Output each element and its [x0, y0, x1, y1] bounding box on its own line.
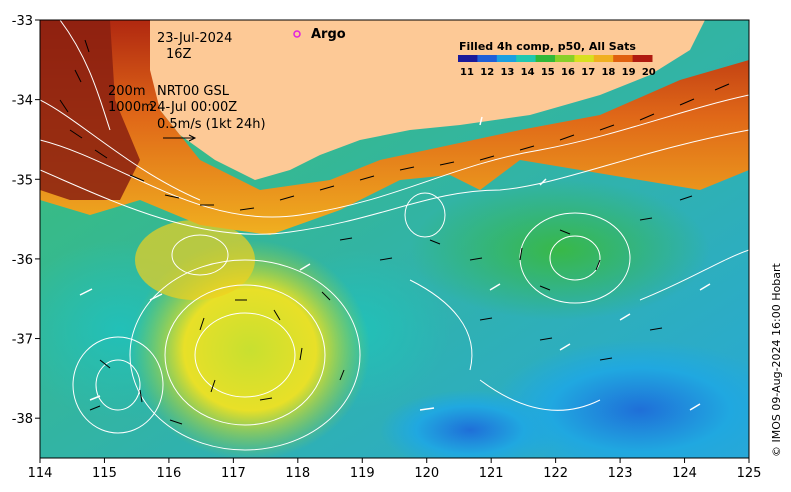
y-tick-label: -34 [12, 94, 33, 109]
colorbar-segment [593, 55, 614, 62]
y-tick-label: -36 [12, 253, 33, 268]
x-tick-label: 121 [479, 466, 504, 481]
x-tick-label: 114 [28, 466, 53, 481]
product-label: NRT00 GSL [157, 84, 230, 99]
x-tick-label: 117 [221, 466, 246, 481]
colorbar-tick-label: 13 [500, 67, 514, 78]
ssh-contours [40, 20, 749, 451]
x-tick-label: 119 [350, 466, 375, 481]
colorbar-tick-label: 16 [561, 67, 575, 78]
depth-1000-label: 1000m [108, 100, 154, 115]
colorbar-tick-label: 14 [521, 67, 535, 78]
colorbar-tick-label: 11 [460, 67, 474, 78]
y-axis-tick-labels: -33 -34 -35 -36 -37 -38 [12, 14, 33, 427]
x-axis-ticks [39, 458, 750, 463]
y-tick-label: -33 [12, 14, 33, 29]
scale-arrow-head [188, 134, 197, 142]
colorbar-segment [496, 55, 517, 62]
colorbar-tick-label: 15 [541, 67, 555, 78]
warm-shelf-west [40, 20, 140, 200]
colorbar-tick-label: 19 [622, 67, 636, 78]
colorbar-tick-label: 20 [642, 67, 656, 78]
x-axis-tick-labels: 114 115 116 117 118 119 120 121 122 123 124 125 [28, 466, 762, 481]
warm-patch-north [135, 220, 255, 300]
x-tick-label: 123 [608, 466, 633, 481]
argo-marker-icon [293, 30, 301, 38]
argo-drift-vectors [79, 116, 711, 411]
date-label: 23-Jul-2024 [157, 31, 232, 46]
x-tick-label: 118 [285, 466, 310, 481]
x-tick-label: 116 [156, 466, 181, 481]
credit-text: © IMOS 09-Aug-2024 16:00 Hobart [770, 263, 783, 457]
leeuwin-current-band [40, 20, 749, 235]
colorbar-segment [516, 55, 537, 62]
x-tick-label: 125 [737, 466, 762, 481]
plot-frame [39, 19, 750, 459]
green-water-central [410, 180, 710, 320]
y-axis-ticks [35, 19, 40, 419]
colorbar-segment [632, 55, 653, 62]
colorbar-tick-labels: 11 12 13 14 15 16 17 18 19 20 [460, 67, 656, 78]
x-tick-label: 115 [92, 466, 117, 481]
current-vectors [59, 39, 730, 425]
argo-label: Argo [311, 27, 346, 42]
colorbar-segment [535, 55, 556, 62]
hour-label: 16Z [166, 47, 192, 62]
colorbar [458, 55, 653, 62]
colorbar-segment [477, 55, 498, 62]
legend-title: Filled 4h comp, p50, All Sats [459, 40, 636, 53]
current-time-label: 24-Jul 00:00Z [149, 100, 237, 115]
sst-field [40, 20, 749, 458]
colorbar-tick-label: 12 [480, 67, 494, 78]
x-tick-label: 122 [543, 466, 568, 481]
colorbar-segment [574, 55, 595, 62]
x-tick-label: 124 [672, 466, 697, 481]
y-tick-label: -35 [12, 173, 33, 188]
scale-arrow-label: 0.5m/s (1kt 24h) [157, 117, 266, 132]
x-tick-label: 120 [414, 466, 439, 481]
cool-water-south [380, 390, 560, 458]
colorbar-segment [555, 55, 575, 62]
depth-200-label: 200m [108, 84, 145, 99]
colorbar-tick-label: 18 [601, 67, 615, 78]
colorbar-segment [458, 55, 478, 62]
colorbar-tick-label: 17 [581, 67, 595, 78]
y-tick-label: -37 [12, 333, 33, 348]
y-tick-label: -38 [12, 412, 33, 427]
colorbar-segment [613, 55, 634, 62]
